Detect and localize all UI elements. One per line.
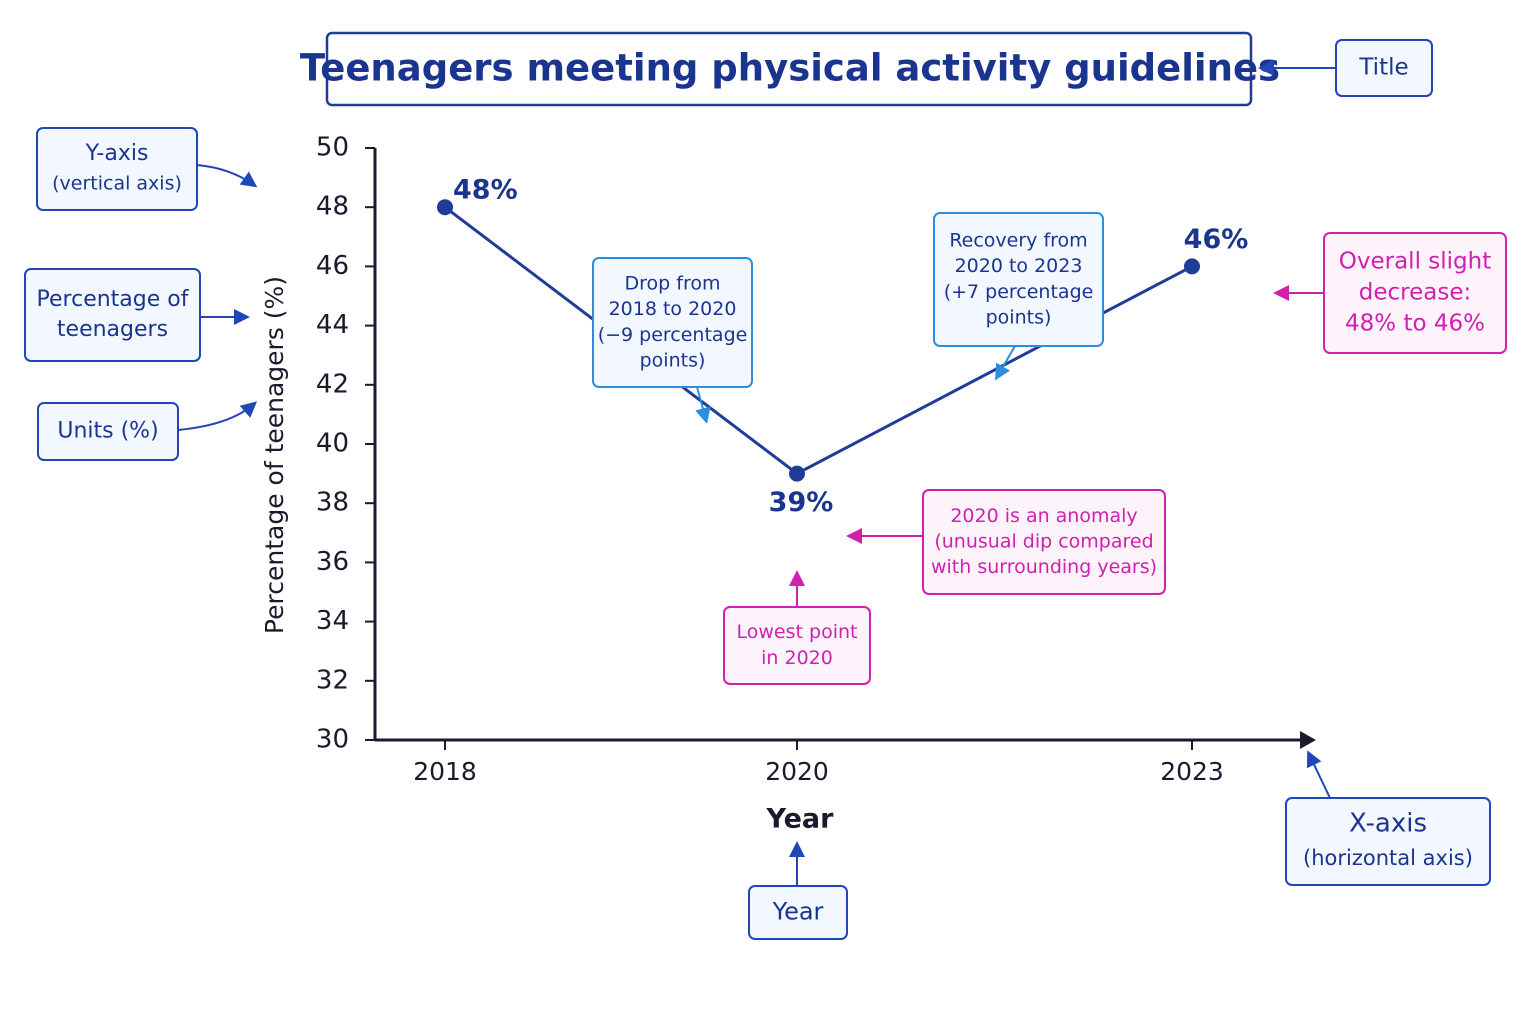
annotation-text: (horizontal axis): [1303, 846, 1473, 870]
annotation-box: [1285, 797, 1491, 886]
annotation-box: [723, 606, 871, 685]
annotation-text: points): [640, 349, 706, 371]
y-tick-label: 30: [316, 725, 349, 755]
x-tick-label: 2018: [413, 757, 477, 786]
annotation-text: points): [986, 306, 1052, 328]
value-label: 39%: [769, 487, 834, 518]
annotation-box: [592, 257, 753, 388]
point: [789, 465, 805, 482]
annotation-text: Y-axis: [85, 141, 149, 166]
annotation-text: Drop from: [625, 273, 721, 295]
annotation-text: Percentage of: [37, 287, 190, 312]
value-label: 48%: [453, 175, 518, 206]
annotation-text: Title: [1358, 55, 1408, 81]
annotation-text: (+7 percentage: [944, 281, 1094, 303]
annotation-text: decrease:: [1359, 280, 1471, 306]
annotation-text: Lowest point: [737, 621, 858, 643]
y-tick-label: 48: [316, 192, 349, 222]
annotation-box: [24, 268, 201, 362]
annotation-text: 2020 to 2023: [955, 255, 1083, 277]
annotation-text: (vertical axis): [52, 172, 182, 194]
y-tick-label: 42: [316, 369, 349, 399]
y-tick-label: 46: [316, 251, 349, 281]
point: [437, 199, 453, 216]
y-tick-label: 36: [316, 547, 349, 577]
annotation-arrow: [994, 345, 1016, 381]
x-tick-label: 2023: [1160, 757, 1224, 786]
annotation-text: X-axis: [1349, 808, 1427, 838]
y-axis-title: Percentage of teenagers (%): [260, 276, 289, 634]
annotation-text: 48% to 46%: [1345, 311, 1485, 337]
annotation-arrow: [177, 401, 258, 431]
title-box: [325, 31, 1253, 107]
y-tick-label: 34: [316, 606, 349, 636]
point: [1184, 258, 1200, 275]
annotation-arrow: [196, 164, 258, 188]
annotation-arrow: [1306, 750, 1331, 799]
y-tick-label: 32: [316, 665, 349, 695]
annotation-text: teenagers: [57, 317, 168, 342]
chart-title: Teenagers meeting physical activity guid…: [300, 47, 1280, 90]
annotation-text: with surrounding years): [931, 556, 1157, 578]
x-axis-arrow: [1300, 731, 1316, 749]
annotation-text: in 2020: [761, 647, 833, 669]
annotation-box: [922, 489, 1166, 595]
y-tick-label: 44: [316, 310, 349, 340]
y-tick-label: 38: [316, 488, 349, 518]
annotation-arrow: [695, 386, 711, 424]
annotation-box: [933, 212, 1104, 347]
annotation-text: Recovery from: [949, 230, 1087, 252]
annotation-box: [36, 127, 198, 211]
x-axis-title: Year: [766, 804, 835, 835]
y-tick-label: 40: [316, 429, 349, 459]
annotation-text: 2020 is an anomaly: [950, 505, 1137, 527]
y-tick-label: 50: [316, 133, 349, 163]
annotation-text: Overall slight: [1339, 248, 1491, 274]
x-tick-label: 2020: [765, 757, 829, 786]
annotation-text: (−9 percentage: [598, 324, 748, 346]
annotation-text: Year: [772, 898, 824, 926]
value-label: 46%: [1184, 224, 1249, 255]
annotation-box: [37, 402, 179, 461]
annotation-text: Units (%): [57, 419, 158, 444]
annotation-text: (unusual dip compared: [934, 531, 1153, 553]
annotation-text: 2018 to 2020: [609, 298, 737, 320]
